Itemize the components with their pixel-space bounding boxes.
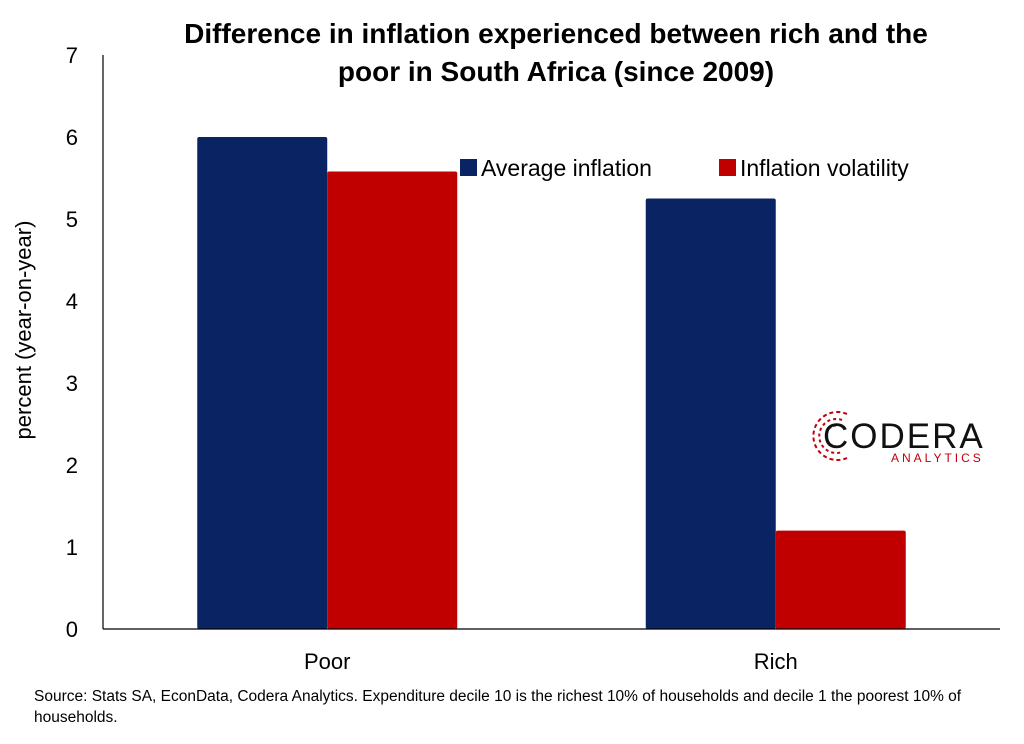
y-tick-label: 4	[66, 289, 78, 314]
y-tick-label: 5	[66, 207, 78, 232]
logo-wordmark: CODERA	[823, 417, 985, 456]
y-axis-label: percent (year-on-year)	[11, 221, 36, 440]
chart-title-line-1: Difference in inflation experienced betw…	[184, 18, 928, 49]
legend-label-average-inflation: Average inflation	[481, 155, 652, 181]
bar-rich-average-inflation	[645, 198, 776, 629]
legend: Average inflation Inflation volatility	[460, 155, 909, 181]
bar-rich-inflation-volatility	[775, 530, 906, 629]
legend-swatch-average-inflation	[460, 159, 477, 176]
y-tick-label: 6	[66, 125, 78, 150]
y-tick-label: 0	[66, 617, 78, 642]
chart-title-line-2: poor in South Africa (since 2009)	[338, 56, 774, 87]
logo-subtitle: ANALYTICS	[891, 451, 984, 465]
y-tick-label: 1	[66, 535, 78, 560]
bars	[197, 137, 906, 629]
codera-logo-mark-icon	[812, 411, 848, 461]
legend-swatch-inflation-volatility	[719, 159, 736, 176]
x-category-label: Rich	[754, 649, 798, 674]
legend-label-inflation-volatility: Inflation volatility	[740, 155, 909, 181]
codera-logo: CODERA ANALYTICS	[812, 411, 985, 465]
y-tick-label: 2	[66, 453, 78, 478]
chart: Difference in inflation experienced betw…	[11, 18, 1000, 674]
y-tick-label: 3	[66, 371, 78, 396]
bar-poor-inflation-volatility	[327, 171, 458, 629]
bar-poor-average-inflation	[197, 137, 328, 629]
x-category-label: Poor	[304, 649, 350, 674]
source-note: Source: Stats SA, EconData, Codera Analy…	[34, 688, 962, 726]
y-axis-ticks: 0 1 2 3 4 5 6 7	[66, 43, 78, 642]
x-axis-categories: Poor Rich	[304, 649, 798, 674]
y-tick-label: 7	[66, 43, 78, 68]
